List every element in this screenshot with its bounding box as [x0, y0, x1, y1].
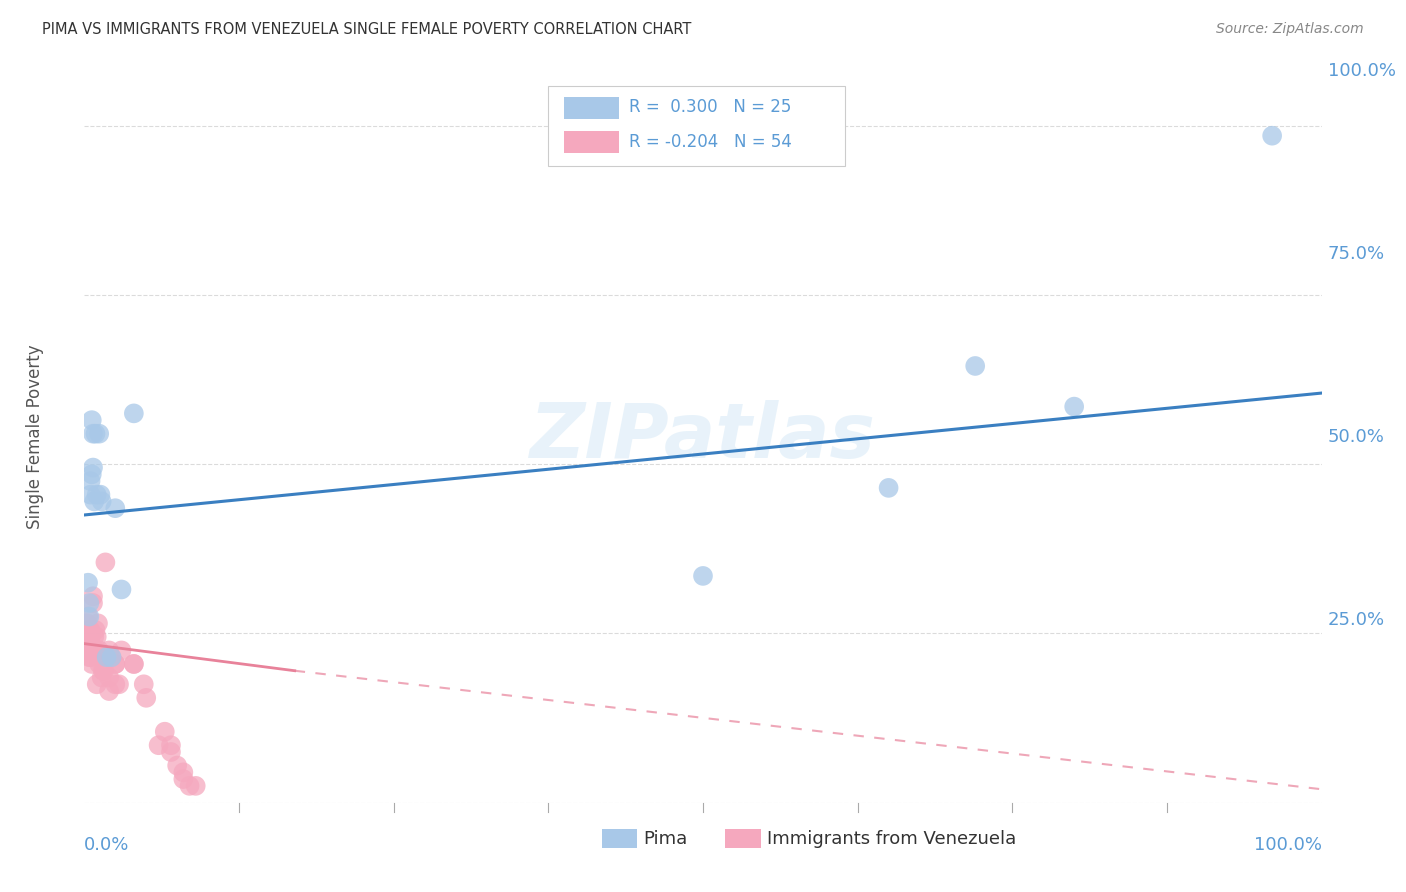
Text: 50.0%: 50.0% — [1327, 428, 1385, 446]
Point — [77, 623, 100, 637]
Point — [1261, 128, 1284, 143]
Point — [89, 650, 111, 665]
Point — [110, 643, 132, 657]
Point — [79, 637, 101, 651]
Point — [79, 630, 101, 644]
Point — [86, 630, 108, 644]
Text: PIMA VS IMMIGRANTS FROM VENEZUELA SINGLE FEMALE POVERTY CORRELATION CHART: PIMA VS IMMIGRANTS FROM VENEZUELA SINGLE… — [42, 22, 692, 37]
Point — [93, 664, 115, 678]
Point — [89, 643, 111, 657]
Text: Single Female Poverty: Single Female Poverty — [25, 345, 44, 529]
Point — [76, 626, 98, 640]
Point — [153, 724, 176, 739]
Point — [100, 650, 122, 665]
Point — [108, 677, 131, 691]
Point — [172, 765, 194, 780]
Point — [80, 643, 103, 657]
Point — [84, 426, 107, 441]
Point — [98, 684, 121, 698]
Point — [79, 643, 101, 657]
FancyBboxPatch shape — [602, 830, 637, 848]
Point — [104, 657, 127, 671]
Text: R = -0.204   N = 54: R = -0.204 N = 54 — [628, 133, 792, 151]
Point — [79, 596, 101, 610]
Point — [77, 575, 100, 590]
Point — [132, 677, 155, 691]
Point — [184, 779, 207, 793]
Point — [86, 488, 108, 502]
Point — [79, 474, 101, 488]
Point — [89, 488, 111, 502]
Point — [122, 657, 145, 671]
Point — [166, 758, 188, 772]
Point — [80, 657, 103, 671]
Point — [877, 481, 900, 495]
Text: Immigrants from Venezuela: Immigrants from Venezuela — [768, 830, 1017, 847]
Text: 25.0%: 25.0% — [1327, 611, 1385, 629]
Point — [83, 643, 105, 657]
Point — [77, 637, 100, 651]
Point — [90, 494, 112, 508]
Point — [100, 650, 122, 665]
Point — [965, 359, 987, 373]
Point — [122, 406, 145, 420]
Point — [80, 467, 103, 482]
Point — [79, 643, 101, 657]
Point — [82, 589, 104, 603]
Point — [94, 555, 117, 569]
FancyBboxPatch shape — [548, 86, 845, 167]
Text: Source: ZipAtlas.com: Source: ZipAtlas.com — [1216, 22, 1364, 37]
Point — [80, 413, 103, 427]
Point — [104, 677, 127, 691]
Point — [82, 596, 104, 610]
Point — [110, 582, 132, 597]
Point — [172, 772, 194, 786]
Point — [98, 643, 121, 657]
Point — [148, 738, 170, 752]
Point — [83, 630, 105, 644]
Point — [104, 657, 127, 671]
Point — [93, 650, 115, 665]
Point — [79, 609, 101, 624]
Point — [90, 671, 112, 685]
Text: 0.0%: 0.0% — [84, 836, 129, 854]
FancyBboxPatch shape — [564, 97, 619, 119]
Point — [83, 494, 105, 508]
Point — [79, 623, 101, 637]
Point — [77, 609, 100, 624]
Point — [98, 671, 121, 685]
Point — [179, 779, 201, 793]
Point — [76, 640, 98, 654]
Point — [91, 664, 114, 678]
Point — [122, 657, 145, 671]
Point — [76, 616, 98, 631]
Point — [89, 657, 111, 671]
Point — [82, 460, 104, 475]
Point — [86, 677, 108, 691]
Point — [160, 738, 183, 752]
Point — [104, 501, 127, 516]
Point — [79, 488, 101, 502]
Text: ZIPatlas: ZIPatlas — [530, 401, 876, 474]
Text: 75.0%: 75.0% — [1327, 245, 1385, 263]
Point — [87, 616, 110, 631]
Point — [96, 650, 118, 665]
Point — [89, 426, 111, 441]
Point — [1063, 400, 1085, 414]
Text: 100.0%: 100.0% — [1327, 62, 1396, 80]
Text: 100.0%: 100.0% — [1254, 836, 1322, 854]
Point — [135, 690, 157, 705]
Text: R =  0.300   N = 25: R = 0.300 N = 25 — [628, 98, 792, 116]
Point — [79, 650, 101, 665]
Text: Pima: Pima — [644, 830, 688, 847]
FancyBboxPatch shape — [564, 131, 619, 153]
Point — [160, 745, 183, 759]
Point — [82, 426, 104, 441]
Point — [79, 650, 101, 665]
Point — [692, 569, 714, 583]
Point — [79, 623, 101, 637]
FancyBboxPatch shape — [725, 830, 761, 848]
Point — [84, 623, 107, 637]
